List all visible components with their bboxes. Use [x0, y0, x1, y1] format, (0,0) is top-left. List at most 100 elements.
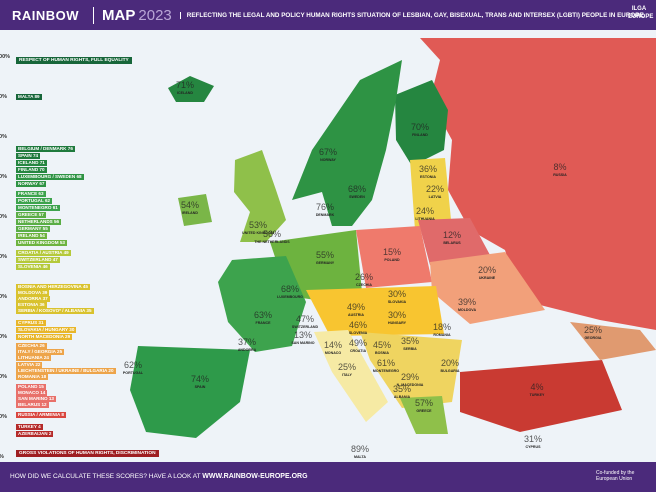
country-name: AUSTRIA: [348, 313, 364, 317]
balkans: [360, 332, 462, 408]
country-score: 31%: [524, 434, 542, 444]
country-score: 4%: [530, 382, 543, 392]
country-score: 47%: [296, 314, 314, 324]
russia: [420, 38, 656, 330]
ranking-item: FINLAND 70: [16, 167, 47, 173]
country-name: MONTENEGRO: [373, 369, 399, 373]
country-score: 22%: [426, 184, 444, 194]
italy: [314, 330, 388, 422]
country-score: 67%: [319, 147, 337, 157]
scale-tick: 70%: [0, 174, 8, 180]
country-name: LATVIA: [429, 195, 442, 199]
country-name: PORTUGAL: [123, 371, 144, 375]
country-score: 12%: [443, 230, 461, 240]
ranking-item: ROMANIA 18: [16, 374, 49, 380]
footer: HOW DID WE CALCULATE THESE SCORES? HAVE …: [0, 462, 656, 492]
ranking-item: MOLDOVA 39: [16, 290, 50, 296]
country-score: 68%: [281, 284, 299, 294]
country-score: 14%: [324, 340, 342, 350]
country-name: SWITZERLAND: [292, 325, 319, 329]
scale-tick: 50%: [0, 254, 8, 260]
ranking-item: UNITED KINGDOM 53: [16, 240, 67, 246]
scale-tick: 90%: [0, 94, 8, 100]
country-score: 49%: [349, 338, 367, 348]
poland: [356, 226, 432, 288]
uk: [234, 150, 286, 242]
country-score: 49%: [347, 302, 365, 312]
country-name: DENMARK: [316, 213, 335, 217]
country-score: 29%: [401, 372, 419, 382]
country-name: IRELAND: [182, 211, 198, 215]
country-score: 37%: [238, 337, 256, 347]
subtitle: REFLECTING THE LEGAL AND POLICY HUMAN RI…: [179, 11, 644, 19]
country-score: 25%: [338, 362, 356, 372]
country-name: SLOVAKIA: [388, 300, 407, 304]
country-name: LITHUANIA: [415, 217, 435, 221]
url[interactable]: WWW.RAINBOW-EUROPE.ORG: [202, 473, 308, 480]
country-name: ITALY: [342, 373, 352, 377]
country-score: 8%: [553, 162, 566, 172]
country-score: 68%: [348, 184, 366, 194]
finland: [395, 80, 448, 166]
ranking-top: RESPECT OF HUMAN RIGHTS, FULL EQUALITY: [16, 57, 132, 64]
ranking-item: SLOVENIA 46: [16, 264, 50, 270]
country-score: 20%: [441, 358, 459, 368]
ranking-item: SLOVAKIA / HUNGARY 30: [16, 327, 77, 333]
country-score: 89%: [351, 444, 369, 454]
country-name: CYPRUS: [526, 445, 542, 449]
country-score: 46%: [349, 320, 367, 330]
country-name: ROMANIA: [433, 333, 451, 337]
ranking-item: MONTENEGRO 61: [16, 205, 60, 211]
ranking-item: BOSNIA AND HERZEGOVINA 45: [16, 284, 90, 290]
country-score: 35%: [401, 336, 419, 346]
country-name: N. MACEDONIA: [397, 383, 424, 387]
ranking-item: LUXEMBOURG / SWEDEN 68: [16, 174, 84, 180]
ukraine: [430, 252, 545, 324]
ranking-item: CYPRUS 31: [16, 320, 46, 326]
country-name: SERBIA: [403, 347, 417, 351]
ranking-item: RUSSIA / ARMENIA 8: [16, 412, 66, 418]
country-score: 20%: [478, 265, 496, 275]
ranking-item: LIECHTENSTEIN / UKRAINE / BULGARIA 20: [16, 368, 116, 374]
ranking-item: LITHUANIA 24: [16, 355, 51, 361]
scale-tick: 80%: [0, 134, 8, 140]
country-score: 55%: [316, 250, 334, 260]
country-name: RUSSIA: [553, 173, 567, 177]
country-score: 53%: [249, 220, 267, 230]
ranking-item: IRELAND 54: [16, 233, 47, 239]
country-name: SLOVENIA: [349, 331, 368, 335]
ranking-item: NORTH MACEDONIA 29: [16, 334, 73, 340]
ranking-bottom: GROSS VIOLATIONS OF HUMAN RIGHTS, DISCRI…: [16, 450, 159, 457]
ranking-item: ESTONIA 36: [16, 302, 47, 308]
country-score: 61%: [377, 358, 395, 368]
country-name: SAN MARINO: [291, 341, 314, 345]
ranking-item: GERMANY 55: [16, 226, 50, 232]
country-name: CZECHIA: [356, 283, 372, 287]
country-score: 36%: [419, 164, 437, 174]
ranking-item: FRANCE 63: [16, 191, 46, 197]
belarus: [418, 218, 490, 265]
ranking-item: BELGIUM / DENMARK 76: [16, 146, 75, 152]
caucasus: [570, 322, 656, 360]
scandinavia: [292, 60, 402, 226]
logo: ILGA EUROPE: [628, 6, 654, 20]
scale-tick: 60%: [0, 214, 8, 220]
year: 2023: [138, 6, 172, 24]
country-score: 18%: [433, 322, 451, 332]
country-name: MONACO: [325, 351, 342, 355]
country-name: SPAIN: [195, 385, 206, 389]
country-name: GEORGIA: [585, 336, 602, 340]
scale-tick: 40%: [0, 294, 8, 300]
country-score: 63%: [254, 310, 272, 320]
country-score: 76%: [316, 202, 334, 212]
scale-tick: 20%: [0, 374, 8, 380]
country-score: 54%: [181, 200, 199, 210]
eu-note: Co-funded by the European Union: [596, 470, 635, 482]
ranking-item: MONACO 14: [16, 390, 48, 396]
country-score: 74%: [191, 374, 209, 384]
ranking-item: SAN MARINO 13: [16, 396, 56, 402]
country-name: MALTA: [354, 455, 366, 459]
country-score: 24%: [416, 206, 434, 216]
country-name: MOLDOVA: [458, 308, 477, 312]
